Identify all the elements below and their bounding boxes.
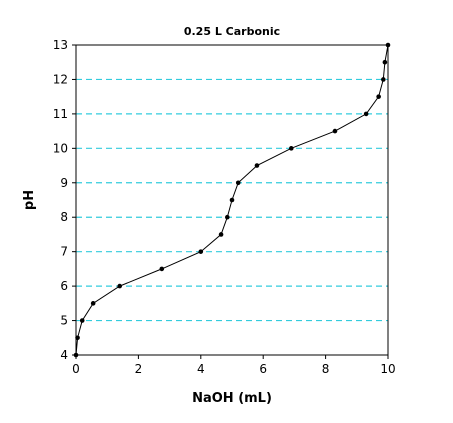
plot-frame — [75, 44, 389, 356]
chart-title: 0.25 L Carbonic — [184, 25, 280, 38]
x-tick-label: 2 — [135, 362, 143, 376]
y-axis-ticks: 4 5 6 7 8 9 10 11 12 13 — [53, 38, 76, 362]
y-tick-label: 4 — [60, 348, 68, 362]
grid-lines — [76, 78, 388, 322]
data-point — [79, 318, 85, 323]
x-axis-title: NaOH (mL) — [192, 391, 272, 406]
data-point — [288, 146, 294, 151]
data-point — [117, 283, 122, 289]
data-point — [254, 163, 260, 168]
x-tick-label: 10 — [380, 362, 395, 376]
y-tick-label: 12 — [53, 72, 68, 86]
y-tick-label: 6 — [60, 279, 68, 293]
data-point — [332, 128, 338, 134]
y-tick-label: 8 — [60, 210, 68, 224]
data-point — [198, 249, 204, 254]
data-point — [363, 111, 369, 117]
data-point — [382, 59, 388, 65]
x-tick-label: 6 — [259, 362, 267, 376]
y-tick-label: 7 — [60, 245, 68, 259]
x-axis-ticks: 0 2 4 6 8 10 — [72, 355, 396, 376]
data-point — [159, 266, 165, 272]
data-point — [225, 214, 230, 220]
data-point — [218, 232, 224, 237]
y-tick-label: 13 — [53, 38, 68, 52]
y-tick-label: 10 — [53, 141, 68, 155]
y-axis-title: pH — [22, 190, 37, 210]
x-tick-label: 0 — [72, 362, 80, 376]
data-point — [229, 197, 235, 203]
y-tick-label: 9 — [60, 176, 68, 190]
data-point — [381, 77, 386, 82]
data-point — [235, 180, 241, 186]
y-tick-label: 11 — [53, 107, 68, 121]
data-point — [376, 94, 381, 99]
x-tick-label: 4 — [197, 362, 205, 376]
data-points — [73, 42, 391, 358]
y-tick-label: 5 — [60, 314, 68, 328]
data-point — [90, 301, 96, 306]
x-tick-label: 8 — [322, 362, 330, 376]
